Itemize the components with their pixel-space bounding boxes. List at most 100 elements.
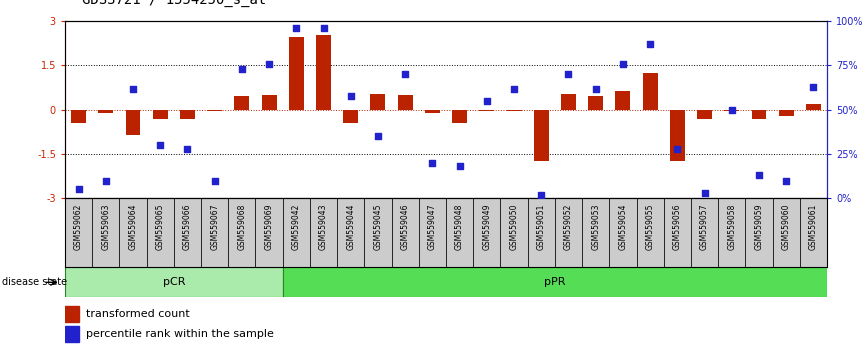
- Point: [589, 86, 603, 91]
- Bar: [207, 110, 222, 111]
- Text: GSM559061: GSM559061: [809, 204, 818, 250]
- Text: GSM559045: GSM559045: [373, 204, 383, 250]
- Point: [480, 98, 494, 104]
- Text: GSM559067: GSM559067: [210, 204, 219, 250]
- Bar: [473, 198, 501, 267]
- Bar: [561, 93, 576, 110]
- Text: GSM559065: GSM559065: [156, 204, 165, 250]
- Bar: [126, 110, 140, 135]
- Text: GDS3721 / 1554250_s_at: GDS3721 / 1554250_s_at: [82, 0, 267, 7]
- Bar: [452, 110, 467, 123]
- Bar: [663, 198, 691, 267]
- Text: GSM559043: GSM559043: [319, 204, 328, 250]
- Bar: [65, 326, 79, 342]
- Point: [153, 142, 167, 148]
- Bar: [282, 198, 310, 267]
- Bar: [772, 198, 800, 267]
- Bar: [397, 95, 412, 110]
- Bar: [152, 110, 168, 119]
- Bar: [146, 198, 174, 267]
- Point: [453, 164, 467, 169]
- Bar: [120, 198, 146, 267]
- Bar: [92, 198, 120, 267]
- Bar: [391, 198, 419, 267]
- Text: GSM559044: GSM559044: [346, 204, 355, 250]
- Point: [180, 146, 194, 152]
- Text: GSM559056: GSM559056: [673, 204, 682, 250]
- Bar: [235, 97, 249, 110]
- Point: [262, 61, 276, 67]
- Text: GSM559066: GSM559066: [183, 204, 192, 250]
- Bar: [419, 198, 446, 267]
- Bar: [316, 34, 331, 110]
- Bar: [71, 110, 86, 123]
- Text: GSM559051: GSM559051: [537, 204, 546, 250]
- Bar: [262, 95, 276, 110]
- Bar: [288, 38, 304, 110]
- Text: GSM559068: GSM559068: [237, 204, 246, 250]
- Bar: [800, 198, 827, 267]
- Text: GSM559050: GSM559050: [509, 204, 519, 250]
- Text: pPR: pPR: [544, 277, 565, 287]
- Text: pCR: pCR: [163, 277, 185, 287]
- Bar: [691, 198, 718, 267]
- Text: GSM559052: GSM559052: [564, 204, 573, 250]
- Point: [507, 86, 521, 91]
- Bar: [616, 91, 630, 110]
- Text: GSM559064: GSM559064: [128, 204, 138, 250]
- Bar: [337, 198, 365, 267]
- Bar: [425, 110, 440, 113]
- Text: GSM559046: GSM559046: [401, 204, 410, 250]
- Bar: [697, 110, 712, 119]
- Bar: [588, 97, 603, 110]
- Point: [99, 178, 113, 183]
- Point: [72, 187, 86, 192]
- Bar: [610, 198, 637, 267]
- Bar: [637, 198, 663, 267]
- Bar: [527, 198, 555, 267]
- Bar: [98, 110, 113, 113]
- Text: disease state: disease state: [2, 277, 67, 287]
- Bar: [724, 110, 740, 111]
- Point: [317, 25, 331, 31]
- Point: [779, 178, 793, 183]
- Text: GSM559059: GSM559059: [754, 204, 764, 250]
- Text: GSM559053: GSM559053: [591, 204, 600, 250]
- Point: [752, 172, 766, 178]
- Point: [208, 178, 222, 183]
- Bar: [65, 306, 79, 321]
- Point: [126, 86, 140, 91]
- Text: GSM559047: GSM559047: [428, 204, 436, 250]
- Bar: [180, 110, 195, 119]
- Bar: [501, 198, 527, 267]
- Bar: [255, 198, 282, 267]
- Bar: [65, 198, 92, 267]
- Bar: [669, 110, 685, 161]
- Bar: [555, 198, 582, 267]
- Point: [643, 41, 657, 47]
- Text: GSM559069: GSM559069: [265, 204, 274, 250]
- Text: GSM559054: GSM559054: [618, 204, 627, 250]
- Point: [398, 72, 412, 77]
- Point: [670, 146, 684, 152]
- Bar: [310, 198, 337, 267]
- Bar: [479, 110, 494, 111]
- Point: [344, 93, 358, 98]
- Bar: [718, 198, 746, 267]
- Point: [698, 190, 712, 196]
- Bar: [582, 198, 610, 267]
- Bar: [365, 198, 391, 267]
- Bar: [229, 198, 255, 267]
- Bar: [533, 110, 549, 161]
- Point: [289, 25, 303, 31]
- Bar: [282, 267, 827, 297]
- Text: GSM559057: GSM559057: [700, 204, 709, 250]
- Point: [425, 160, 439, 166]
- Point: [806, 84, 820, 90]
- Text: GSM559058: GSM559058: [727, 204, 736, 250]
- Bar: [752, 110, 766, 119]
- Point: [371, 133, 385, 139]
- Bar: [806, 104, 821, 110]
- Bar: [643, 73, 657, 110]
- Bar: [746, 198, 772, 267]
